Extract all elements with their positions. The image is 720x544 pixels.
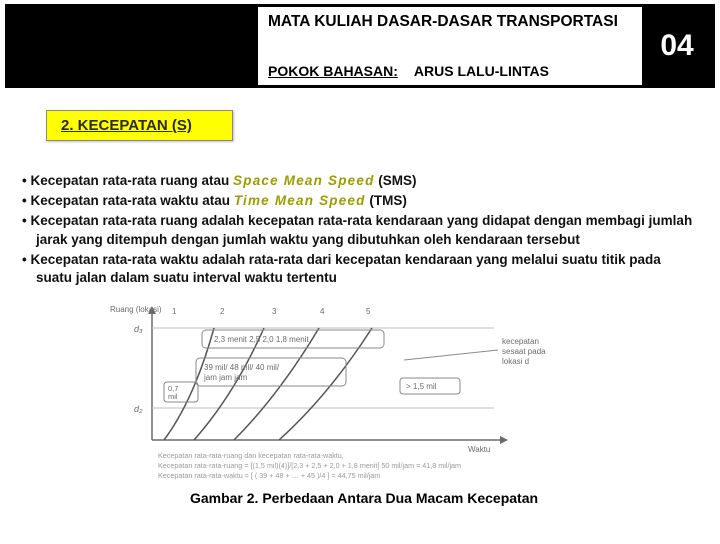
slide-number: 04 <box>642 7 712 85</box>
svg-text:3: 3 <box>272 307 277 316</box>
bullet-4: • Kecepatan rata-rata waktu adalah rata-… <box>22 251 698 287</box>
bullet-2-pre: • Kecepatan rata-rata waktu atau <box>22 193 234 208</box>
svg-text:> 1,5 mil: > 1,5 mil <box>406 382 437 391</box>
svg-text:5: 5 <box>366 307 371 316</box>
svg-text:sesaat pada: sesaat pada <box>502 347 546 356</box>
svg-text:d₃: d₃ <box>134 324 143 334</box>
subtitle-row: POKOK BAHASAN: ARUS LALU-LINTAS <box>268 63 632 79</box>
course-title: MATA KULIAH DASAR-DASAR TRANSPORTASI <box>268 13 632 31</box>
header-black-block <box>8 7 258 85</box>
svg-text:lokasi d: lokasi d <box>502 357 529 366</box>
figure-caption: Gambar 2. Perbedaan Antara Dua Macam Kec… <box>104 490 624 506</box>
bullet-1-pre: • Kecepatan rata-rata ruang atau <box>22 173 233 188</box>
section-badge: 2. KECEPATAN (S) <box>46 110 233 141</box>
header-white-block: MATA KULIAH DASAR-DASAR TRANSPORTASI POK… <box>258 7 642 85</box>
svg-text:Kecepatan rata-rata-waktu = [: Kecepatan rata-rata-waktu = [ ( 39 + 48 … <box>158 471 380 480</box>
bullet-2-term: Time Mean Speed <box>234 193 366 208</box>
svg-text:mil: mil <box>168 392 178 401</box>
bullet-2: • Kecepatan rata-rata waktu atau Time Me… <box>22 192 698 210</box>
figure-wrap: Ruang (lokasi) Waktu 1 2 3 4 5 d₃ d₂ 2,3 men… <box>104 300 624 506</box>
bullet-1-term: Space Mean Speed <box>233 173 375 188</box>
y-axis-label: Ruang (lokasi) <box>110 305 162 314</box>
content-block: • Kecepatan rata-rata ruang atau Space M… <box>22 172 698 289</box>
subtitle-label: POKOK BAHASAN: <box>268 63 398 79</box>
header-bar: MATA KULIAH DASAR-DASAR TRANSPORTASI POK… <box>5 4 715 88</box>
speed-diagram: Ruang (lokasi) Waktu 1 2 3 4 5 d₃ d₂ 2,3 men… <box>104 300 624 484</box>
bullet-1-post: (SMS) <box>375 173 417 188</box>
svg-text:1: 1 <box>172 307 177 316</box>
svg-text:39 mil/ 48 mil/ 40 mil/: 39 mil/ 48 mil/ 40 mil/ <box>204 363 280 372</box>
svg-text:kecepatan: kecepatan <box>502 337 539 346</box>
svg-text:4: 4 <box>320 307 325 316</box>
x-axis-label: Waktu <box>468 445 490 454</box>
svg-text:jam jam jam: jam jam jam <box>203 373 247 382</box>
bullet-1: • Kecepatan rata-rata ruang atau Space M… <box>22 172 698 190</box>
svg-text:2: 2 <box>220 307 225 316</box>
svg-text:d₂: d₂ <box>134 404 143 414</box>
svg-text:2,3 menit 2,5 2,0 1,8 me: 2,3 menit 2,5 2,0 1,8 menit <box>214 335 310 344</box>
bullet-2-post: (TMS) <box>366 193 407 208</box>
subtitle-value: ARUS LALU-LINTAS <box>414 63 549 79</box>
svg-text:Kecepatan rata-rata-ruang = [(: Kecepatan rata-rata-ruang = [(1,5 mil)(4… <box>158 461 461 470</box>
bullet-3: • Kecepatan rata-rata ruang adalah kecep… <box>22 212 698 248</box>
svg-text:Kecepatan rata-rata-ruang dan: Kecepatan rata-rata-ruang dan kecepatan … <box>158 451 344 460</box>
